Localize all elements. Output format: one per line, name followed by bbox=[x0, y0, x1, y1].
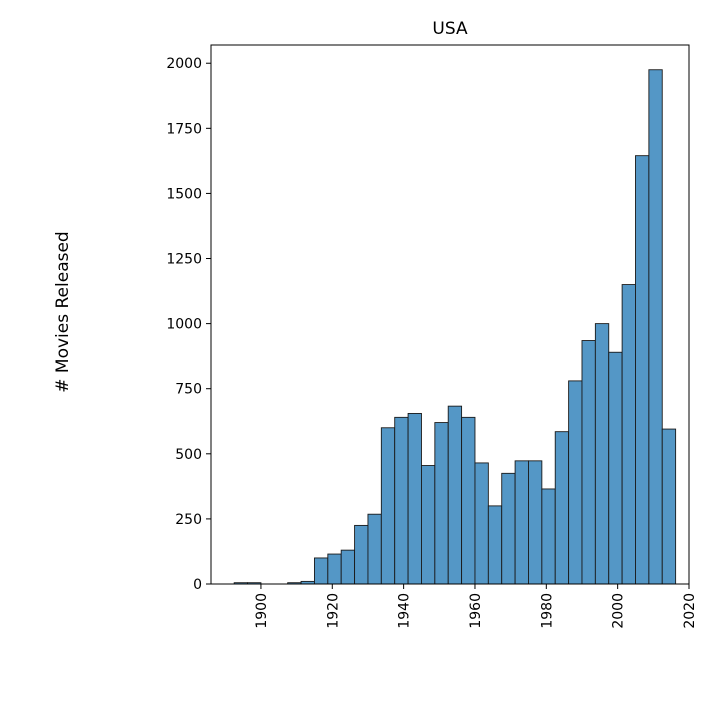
histogram-bar bbox=[447, 405, 463, 585]
histogram-bar bbox=[541, 488, 556, 585]
histogram-bar bbox=[608, 351, 623, 585]
histogram-bar bbox=[621, 284, 636, 585]
histogram-bar bbox=[648, 69, 663, 585]
histogram-bar bbox=[581, 340, 596, 585]
x-tick-label: 1920 bbox=[325, 593, 341, 629]
histogram-bar bbox=[568, 380, 583, 585]
y-axis-label: # Movies Released bbox=[53, 231, 73, 392]
plot-frame bbox=[210, 44, 690, 585]
x-axis: 1900 1920 1940 1960 1980 2000 2020 bbox=[254, 584, 698, 629]
y-tick-label: 1500 bbox=[166, 186, 202, 202]
histogram-bar bbox=[340, 549, 356, 585]
chart-title: USA bbox=[432, 19, 468, 39]
x-tick-label: 2020 bbox=[682, 593, 698, 629]
y-tick-label: 500 bbox=[175, 447, 202, 463]
histogram-bar bbox=[635, 155, 650, 585]
histogram-bar bbox=[327, 553, 342, 585]
x-tick-label: 1940 bbox=[397, 593, 413, 629]
y-tick-label: 1250 bbox=[166, 252, 202, 268]
histogram-bar bbox=[394, 416, 409, 585]
histogram-bar bbox=[487, 505, 503, 585]
x-tick-label: 1900 bbox=[254, 593, 270, 629]
histogram-bar bbox=[367, 513, 382, 585]
y-axis: 0 250 500 750 1000 1250 1500 1750 2000 bbox=[166, 56, 211, 593]
histogram-bar bbox=[501, 472, 516, 585]
histogram-bar bbox=[354, 524, 369, 585]
histogram-bar bbox=[434, 422, 449, 585]
x-tick-label: 2000 bbox=[611, 593, 627, 629]
histogram-bar bbox=[528, 460, 543, 585]
x-tick-label: 1980 bbox=[539, 593, 555, 629]
histogram-bar bbox=[313, 557, 329, 585]
y-tick-label: 1000 bbox=[166, 317, 202, 333]
y-tick-label: 2000 bbox=[166, 56, 202, 72]
histogram-bar bbox=[474, 462, 489, 585]
histogram-bar bbox=[407, 412, 422, 585]
y-tick-label: 0 bbox=[193, 577, 202, 593]
histogram-bar bbox=[514, 460, 529, 585]
y-tick-label: 750 bbox=[175, 382, 202, 398]
y-tick-label: 250 bbox=[175, 512, 202, 528]
x-tick-label: 1960 bbox=[468, 593, 484, 629]
histogram-bar bbox=[594, 323, 610, 585]
histogram-bar bbox=[421, 465, 436, 585]
histogram-bar bbox=[461, 416, 476, 585]
bars-group bbox=[233, 69, 677, 585]
histogram-bar bbox=[661, 428, 677, 585]
histogram-bar bbox=[380, 427, 396, 585]
histogram-bar bbox=[554, 431, 570, 585]
y-tick-label: 1750 bbox=[166, 121, 202, 137]
